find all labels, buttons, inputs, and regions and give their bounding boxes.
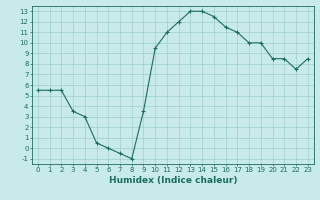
X-axis label: Humidex (Indice chaleur): Humidex (Indice chaleur): [108, 176, 237, 185]
